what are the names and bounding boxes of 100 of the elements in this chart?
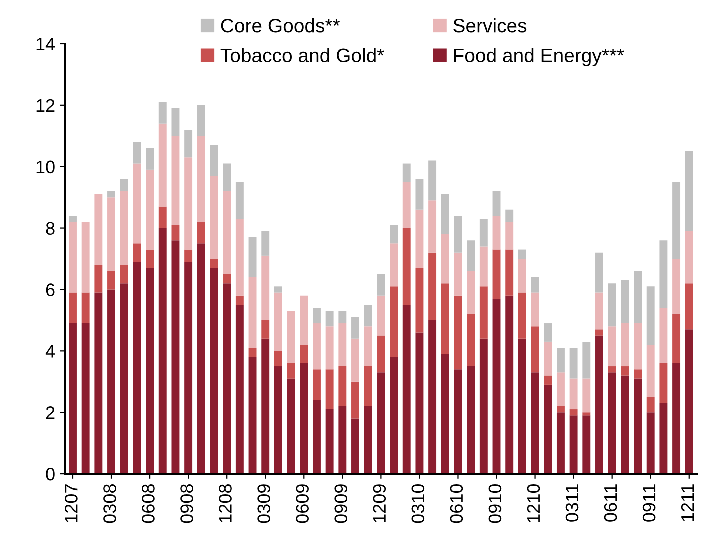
- bar: [364, 406, 372, 474]
- bar: [236, 305, 244, 474]
- bar: [685, 330, 694, 474]
- x-tick-label: 0910: [488, 484, 502, 524]
- bar: [531, 277, 540, 293]
- bar: [223, 164, 232, 192]
- bar: [518, 292, 526, 339]
- bar: [685, 151, 694, 232]
- bar: [634, 378, 642, 474]
- bar: [69, 216, 77, 222]
- bar: [184, 158, 193, 250]
- bar: [556, 372, 565, 406]
- bar: [172, 225, 180, 241]
- bar: [416, 210, 424, 268]
- bar: [338, 366, 347, 406]
- bar: [82, 292, 90, 324]
- bar: [108, 198, 116, 272]
- bar: [544, 324, 552, 342]
- bar: [133, 142, 142, 164]
- bar: [146, 170, 154, 250]
- y-tick-label: 2: [46, 406, 55, 420]
- bar: [672, 314, 681, 364]
- bar: [69, 222, 77, 293]
- bar: [146, 148, 154, 170]
- bar: [518, 259, 526, 293]
- x-tick-label: 1207: [65, 484, 78, 523]
- bar: [672, 363, 681, 474]
- bar: [274, 292, 282, 352]
- bar: [236, 219, 244, 296]
- bar: [158, 102, 167, 124]
- bar: [274, 351, 282, 367]
- bar: [416, 179, 424, 210]
- bar: [146, 268, 154, 474]
- bar: [428, 160, 437, 201]
- bar: [172, 108, 180, 136]
- bar: [210, 268, 218, 474]
- bar: [184, 250, 193, 262]
- x-tick-label: 1210: [527, 484, 540, 523]
- bar: [197, 244, 206, 474]
- bar: [480, 286, 488, 339]
- bar: [248, 238, 257, 278]
- legend-label: Food and Energy***: [454, 48, 624, 66]
- bar: [646, 286, 655, 346]
- y-tick-label: 0: [46, 468, 55, 481]
- x-tick-label: 0908: [180, 484, 194, 524]
- bar: [326, 326, 334, 370]
- bar: [364, 305, 372, 327]
- bar: [133, 164, 142, 244]
- bar: [172, 240, 180, 474]
- bar: [621, 366, 630, 376]
- bar: [377, 372, 386, 474]
- bar: [428, 200, 437, 253]
- bar: [108, 271, 116, 290]
- bar: [685, 231, 694, 284]
- bar: [352, 338, 360, 382]
- bar: [531, 326, 540, 373]
- bar: [223, 274, 232, 284]
- bar: [454, 216, 462, 253]
- bar: [390, 357, 398, 474]
- bar: [172, 136, 180, 226]
- bar: [621, 324, 630, 367]
- bar: [133, 244, 142, 262]
- bar: [570, 410, 578, 416]
- x-tick-label: 1211: [681, 484, 694, 522]
- bar: [184, 262, 193, 474]
- bar: [248, 348, 257, 358]
- bar: [390, 225, 398, 244]
- bar: [492, 216, 501, 250]
- bar: [313, 324, 321, 370]
- bar: [377, 336, 386, 373]
- x-tick-label: 1209: [373, 484, 386, 523]
- bar: [467, 271, 476, 314]
- bar: [158, 124, 167, 207]
- bar: [313, 400, 321, 474]
- bar: [660, 240, 668, 308]
- y-tick-label: 6: [46, 284, 55, 296]
- y-tick-label: 14: [36, 38, 56, 51]
- bar: [556, 406, 565, 413]
- x-tick-label: 1208: [219, 484, 232, 523]
- bar: [120, 179, 128, 192]
- bar: [94, 194, 103, 266]
- bar: [672, 259, 681, 314]
- bar: [352, 317, 360, 339]
- bar: [402, 182, 411, 228]
- bar: [197, 222, 206, 244]
- x-tick-label: 0308: [104, 484, 116, 524]
- bar: [570, 416, 578, 474]
- bar: [300, 345, 308, 364]
- bar: [120, 191, 128, 266]
- y-tick-label: 10: [36, 160, 55, 174]
- bar: [634, 370, 642, 379]
- bar: [441, 354, 450, 474]
- bar: [531, 292, 540, 327]
- bar: [197, 136, 206, 222]
- bar: [608, 366, 616, 373]
- x-tick-label: 0611: [604, 484, 618, 522]
- bar: [364, 326, 372, 367]
- x-tick-label: 0309: [258, 484, 270, 524]
- bar: [480, 246, 488, 287]
- bar: [634, 324, 642, 370]
